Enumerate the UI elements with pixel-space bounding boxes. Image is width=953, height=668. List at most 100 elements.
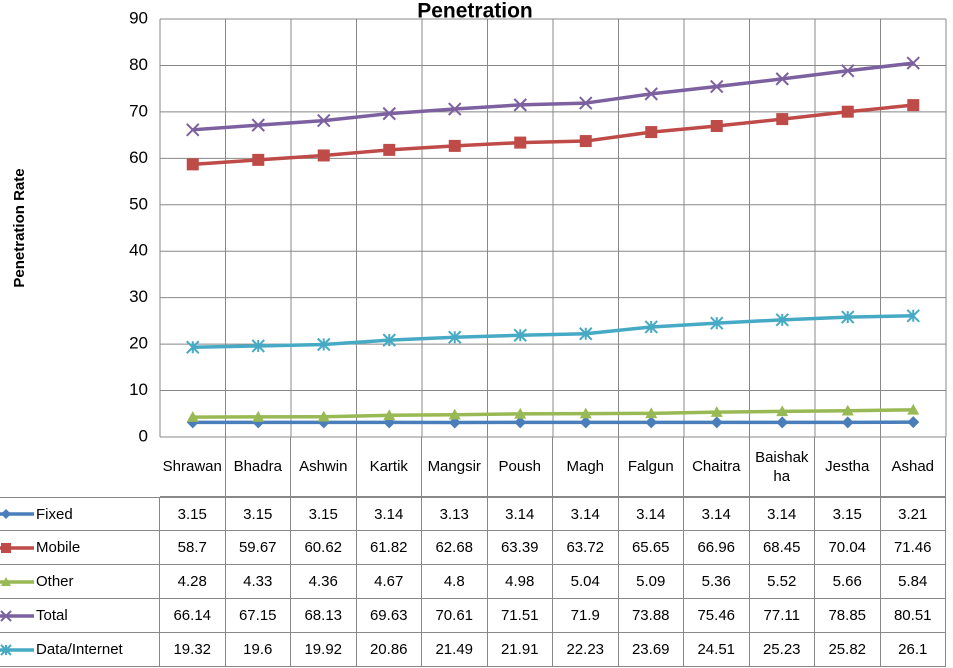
legend-label: Total xyxy=(36,607,68,624)
marker-shape xyxy=(448,102,462,116)
legend-swatch xyxy=(0,576,34,586)
legend-label: Data/Internet xyxy=(36,641,123,658)
table-value: 19.92 xyxy=(291,633,357,667)
marker xyxy=(841,404,854,416)
marker-shape xyxy=(906,56,920,70)
marker-shape xyxy=(317,149,330,162)
table-value: 62.68 xyxy=(422,531,488,565)
y-tick-label: 50 xyxy=(129,194,148,213)
marker-shape xyxy=(1,576,11,586)
marker-shape xyxy=(579,327,593,341)
table-value: 3.14 xyxy=(553,497,619,531)
marker xyxy=(907,99,920,112)
table-header: Chaitra xyxy=(684,437,750,497)
marker xyxy=(644,87,658,101)
marker xyxy=(251,118,265,132)
legend-entry: Total xyxy=(0,599,160,633)
table-value: 3.14 xyxy=(684,497,750,531)
y-tick-label: 40 xyxy=(129,241,148,260)
y-tick-label: 0 xyxy=(139,426,148,445)
legend-swatch xyxy=(0,542,34,553)
table-value: 4.8 xyxy=(422,565,488,599)
marker-shape xyxy=(710,406,723,417)
marker xyxy=(1,542,11,553)
legend-swatch xyxy=(0,643,34,656)
marker xyxy=(907,403,920,415)
marker xyxy=(0,643,12,656)
table-value: 3.15 xyxy=(225,497,291,531)
table-header: Magh xyxy=(553,437,619,497)
y-tick-label: 30 xyxy=(129,287,148,306)
marker-shape xyxy=(644,87,658,101)
marker-shape xyxy=(186,340,200,354)
table-value: 20.86 xyxy=(356,633,422,667)
table-value: 63.39 xyxy=(487,531,553,565)
marker-shape xyxy=(841,404,854,416)
legend-entry: Data/Internet xyxy=(0,633,160,667)
marker-shape xyxy=(841,64,855,78)
table-value: 5.66 xyxy=(815,565,881,599)
chart-title: Penetration xyxy=(417,0,533,23)
table-header: Poush xyxy=(487,437,553,497)
marker-shape xyxy=(579,135,592,148)
table-value: 4.36 xyxy=(291,565,357,599)
marker xyxy=(186,340,200,354)
marker-shape xyxy=(644,320,658,334)
marker xyxy=(514,416,527,429)
legend-label: Mobile xyxy=(36,539,81,556)
marker-shape xyxy=(1,509,11,519)
table-value: 66.96 xyxy=(684,531,750,565)
table-value: 75.46 xyxy=(684,599,750,633)
table-value: 5.84 xyxy=(880,565,946,599)
marker-shape xyxy=(645,407,658,419)
marker xyxy=(186,123,200,137)
marker xyxy=(645,416,658,429)
marker xyxy=(645,407,658,419)
table-value: 63.72 xyxy=(553,531,619,565)
marker xyxy=(710,79,724,94)
marker-shape xyxy=(0,643,12,656)
marker xyxy=(710,120,723,133)
table-value: 66.14 xyxy=(160,599,226,633)
y-axis-label: Penetration Rate xyxy=(11,168,28,287)
marker xyxy=(317,113,331,128)
marker-shape xyxy=(252,410,265,422)
table-value: 70.61 xyxy=(422,599,488,633)
marker xyxy=(382,333,396,347)
table-value: 73.88 xyxy=(618,599,684,633)
marker xyxy=(907,416,920,429)
table-value: 21.49 xyxy=(422,633,488,667)
table-header: Bhadra xyxy=(225,437,291,497)
marker-shape xyxy=(382,106,396,121)
marker xyxy=(579,416,592,429)
marker xyxy=(383,409,396,421)
table-value: 69.63 xyxy=(356,599,422,633)
table-value: 3.15 xyxy=(291,497,357,531)
marker xyxy=(710,316,724,330)
legend-entry: Other xyxy=(0,565,160,599)
table-header: Jestha xyxy=(815,437,881,497)
marker-shape xyxy=(186,123,200,137)
marker-shape xyxy=(251,118,265,132)
legend-entry: Fixed xyxy=(0,497,160,531)
table-value: 3.14 xyxy=(618,497,684,531)
marker xyxy=(513,328,527,342)
marker xyxy=(448,408,461,420)
marker-shape xyxy=(317,337,331,352)
table-value: 3.14 xyxy=(749,497,815,531)
table-value: 5.52 xyxy=(749,565,815,599)
marker xyxy=(513,98,527,112)
marker xyxy=(579,407,592,419)
table-value: 4.67 xyxy=(356,565,422,599)
table-value: 80.51 xyxy=(880,599,946,633)
table-value: 5.09 xyxy=(618,565,684,599)
table-value: 77.11 xyxy=(749,599,815,633)
marker xyxy=(579,135,592,148)
marker-shape xyxy=(252,153,265,166)
marker xyxy=(382,106,396,121)
marker xyxy=(841,64,855,78)
marker xyxy=(448,102,462,116)
marker-shape xyxy=(775,72,789,86)
marker xyxy=(776,405,789,417)
